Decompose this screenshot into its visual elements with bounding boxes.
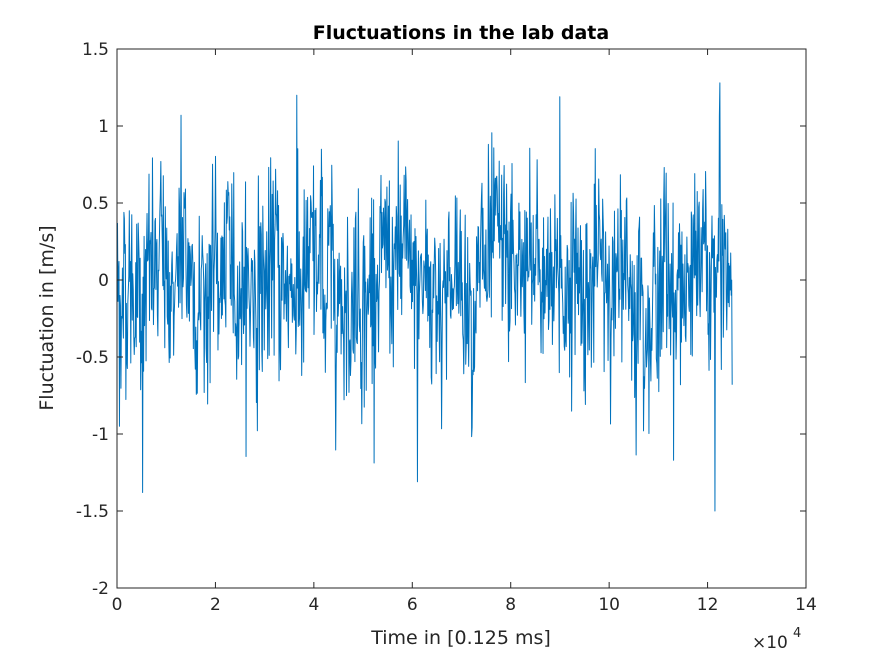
- x-tick-label: 14: [795, 595, 817, 615]
- x-tick-label: 4: [308, 595, 319, 615]
- chart-title: Fluctuations in the lab data: [313, 22, 609, 44]
- y-tick-label: 1.5: [82, 40, 109, 60]
- y-tick-label: -0.5: [76, 348, 109, 368]
- y-tick-label: -1.5: [76, 502, 109, 522]
- x-axis-label: Time in [0.125 ms]: [370, 627, 551, 649]
- series-line: [116, 82, 733, 512]
- y-tick-label: 0.5: [82, 194, 109, 214]
- x-exponent-base: ×10: [752, 633, 788, 653]
- plot-area: [117, 49, 806, 588]
- y-tick-label: 0: [98, 271, 109, 291]
- x-tick-label: 6: [407, 595, 418, 615]
- y-tick-label: -2: [92, 579, 109, 599]
- y-tick-label: 1: [98, 117, 109, 137]
- y-axis-label: Fluctuation in [m/s]: [36, 225, 58, 410]
- x-ticks: 0 2 4 6 8 10 12 14: [112, 49, 817, 615]
- y-tick-label: -1: [92, 425, 109, 445]
- x-tick-label: 2: [210, 595, 221, 615]
- x-exponent-power: 4: [793, 626, 801, 641]
- plot-frame: [116, 48, 807, 589]
- x-tick-label: 12: [697, 595, 719, 615]
- x-tick-label: 10: [598, 595, 620, 615]
- y-ticks: -2 -1.5 -1 -0.5 0 0.5 1 1.5: [76, 40, 806, 599]
- x-tick-label: 8: [505, 595, 516, 615]
- x-tick-label: 0: [112, 595, 123, 615]
